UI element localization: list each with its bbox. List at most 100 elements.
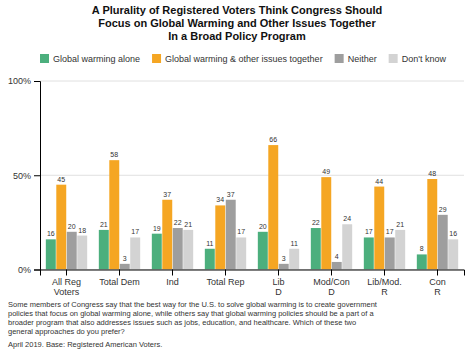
data-label: 17	[131, 228, 139, 235]
series	[46, 228, 427, 269]
annotation-line: policies that focus on global warming al…	[8, 309, 374, 318]
bar	[385, 237, 395, 269]
legend-label: Global warming & other issues together	[165, 54, 323, 64]
bar	[77, 236, 87, 270]
series	[77, 224, 458, 269]
data-label: 3	[282, 255, 286, 262]
bar	[321, 177, 331, 269]
series	[56, 145, 437, 269]
legend-label: Global warming alone	[53, 54, 140, 64]
data-label: 16	[449, 230, 457, 237]
bar	[258, 232, 268, 270]
y-tick-label: 100%	[8, 76, 31, 86]
bar	[46, 239, 56, 269]
bar	[332, 262, 342, 270]
y-tick-label: 0%	[18, 265, 31, 275]
annotation: April 2019. Base: Registered American Vo…	[8, 340, 162, 349]
series	[67, 200, 448, 270]
bar	[215, 205, 225, 269]
annotation-line: Some members of Congress say that the be…	[8, 300, 378, 309]
x-tick-label-line: Voters	[54, 287, 80, 297]
x-tick-label-line: All Reg	[52, 277, 81, 287]
data-label: 8	[420, 245, 424, 252]
legend-swatch	[335, 54, 344, 63]
title-line: A Plurality of Registered Voters Think C…	[92, 4, 382, 16]
bar	[289, 249, 299, 270]
bar	[56, 185, 66, 270]
y-tick-label: 50%	[13, 171, 31, 181]
bar	[130, 237, 140, 269]
x-tick-label-line: D	[275, 287, 282, 297]
x-tick-mark	[225, 270, 226, 276]
bar	[162, 200, 172, 270]
bar	[226, 200, 236, 270]
x-tick-label-line: Lib/Mod.	[367, 277, 402, 287]
data-label: 66	[269, 136, 277, 143]
x-tick-label-line: R	[381, 287, 388, 297]
grid-line	[40, 175, 464, 176]
data-label: 19	[153, 225, 161, 232]
y-tick: 0%	[18, 265, 40, 275]
data-label: 17	[365, 228, 373, 235]
x-tick-label-line: Con	[429, 277, 446, 287]
annotation: Some members of Congress say that the be…	[8, 300, 378, 336]
y-tick-mark	[34, 81, 40, 82]
bar	[236, 237, 246, 269]
annotation-line: April 2019. Base: Registered American Vo…	[8, 340, 162, 349]
title-line: In a Broad Policy Program	[168, 30, 306, 42]
bar	[183, 230, 193, 270]
data-label: 37	[227, 191, 235, 198]
x-tick-mark	[331, 270, 332, 276]
x-tick: Mod/ConD	[313, 270, 350, 297]
grid	[40, 81, 464, 270]
bar	[205, 249, 215, 270]
bar	[99, 230, 109, 270]
data-label: 49	[322, 168, 330, 175]
bar	[342, 224, 352, 269]
x-tick-mark	[278, 270, 279, 276]
x-tick-mark	[384, 270, 385, 276]
data-label: 58	[110, 151, 118, 158]
bars	[46, 145, 458, 269]
data-label: 22	[312, 219, 320, 226]
x-tick-mark	[66, 270, 67, 276]
y-tick-mark	[34, 175, 40, 176]
x-tick-label: Total Rep	[206, 277, 244, 287]
x-tick-label-line: Ind	[166, 277, 179, 287]
bar	[311, 228, 321, 269]
data-label: 17	[237, 228, 245, 235]
x-tick: Ind	[166, 270, 179, 287]
x-tick-label: ConR	[429, 277, 446, 297]
data-label: 44	[375, 178, 383, 185]
title: A Plurality of Registered Voters Think C…	[92, 4, 382, 42]
y-tick-mark	[34, 270, 40, 271]
data-label: 48	[428, 170, 436, 177]
x-tick-mark	[437, 270, 438, 276]
x-tick-label-line: Total Rep	[206, 277, 244, 287]
legend-item: Don't know	[389, 54, 447, 64]
bar	[279, 264, 289, 270]
x-tick-label: Total Dem	[99, 277, 140, 287]
data-labels: 1621191120221784558373466494448203223734…	[47, 136, 457, 262]
bar	[374, 187, 384, 270]
x-tick: Lib/Mod.R	[367, 270, 402, 297]
bar	[448, 239, 458, 269]
bar	[438, 215, 448, 270]
bar	[67, 232, 77, 270]
data-label: 22	[174, 219, 182, 226]
bar	[152, 234, 162, 270]
x-axis: All RegVotersTotal DemIndTotal RepLibDMo…	[41, 270, 465, 297]
y-tick: 50%	[13, 171, 40, 181]
x-tick-mark	[119, 270, 120, 276]
legend: Global warming alone Global warming & oth…	[40, 54, 446, 64]
x-tick-mark	[172, 270, 173, 276]
data-label: 24	[343, 215, 351, 222]
y-axis: 0% 50% 100%	[8, 76, 41, 275]
data-label: 16	[47, 230, 55, 237]
x-tick-label: Mod/ConD	[313, 277, 350, 297]
data-label: 17	[386, 228, 394, 235]
y-axis-line	[34, 82, 41, 271]
legend-item: Global warming & other issues together	[152, 54, 323, 64]
data-label: 21	[100, 221, 108, 228]
legend-label: Neither	[348, 54, 377, 64]
